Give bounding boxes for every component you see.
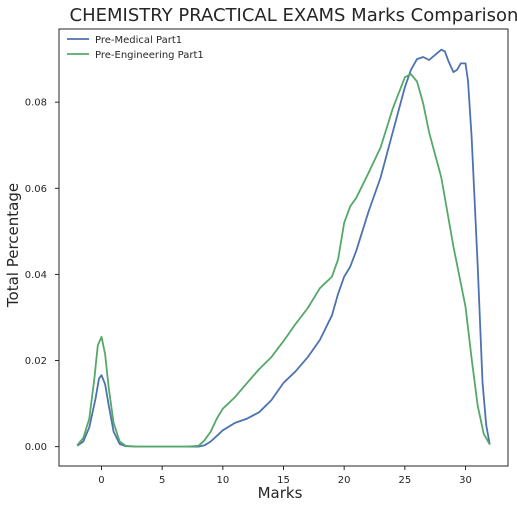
series-line-1	[76, 73, 491, 448]
series-lines	[76, 48, 491, 448]
y-axis-label: Total Percentage	[4, 183, 22, 308]
legend-label-pre-engineering: Pre-Engineering Part1	[95, 50, 204, 61]
y-tick-label: 0.04	[25, 270, 47, 281]
x-axis-label: Marks	[258, 484, 303, 502]
x-tick-label: 20	[338, 475, 351, 486]
y-tick-label: 0.02	[25, 356, 47, 367]
axis-ticks: 0 5 10 15 20 25 30 0.00 0.02 0.04 0.06 0.08	[25, 98, 472, 486]
y-tick-label: 0.00	[25, 442, 47, 453]
legend: Pre-Medical Part1 Pre-Engineering Part1	[67, 35, 204, 61]
series-line-0	[76, 48, 491, 448]
y-tick-label: 0.08	[25, 98, 47, 109]
x-tick-label: 5	[159, 475, 165, 486]
x-tick-label: 25	[398, 475, 411, 486]
x-tick-label: 15	[277, 475, 290, 486]
legend-label-pre-medical: Pre-Medical Part1	[95, 35, 182, 46]
plot-area	[58, 28, 509, 467]
x-tick-label: 0	[98, 475, 104, 486]
x-tick-label: 30	[459, 475, 472, 486]
y-tick-label: 0.06	[25, 184, 47, 195]
x-tick-label: 10	[216, 475, 229, 486]
chart-title: CHEMISTRY PRACTICAL EXAMS Marks Comparis…	[70, 5, 517, 26]
